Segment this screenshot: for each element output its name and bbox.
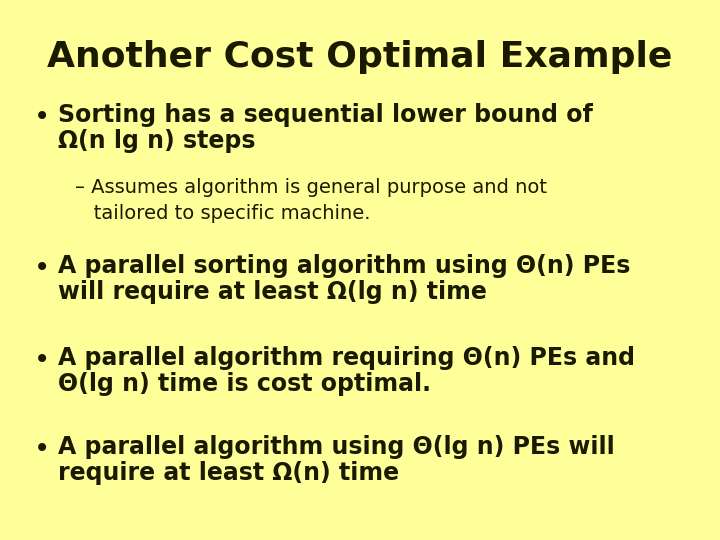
- Text: •: •: [34, 254, 50, 282]
- Text: •: •: [34, 346, 50, 374]
- Text: Ω(n lg n) steps: Ω(n lg n) steps: [58, 129, 256, 153]
- Text: tailored to specific machine.: tailored to specific machine.: [75, 204, 371, 223]
- Text: •: •: [34, 103, 50, 131]
- Text: will require at least Ω(lg n) time: will require at least Ω(lg n) time: [58, 280, 487, 304]
- Text: A parallel sorting algorithm using Θ(n) PEs: A parallel sorting algorithm using Θ(n) …: [58, 254, 631, 278]
- Text: •: •: [34, 435, 50, 463]
- Text: – Assumes algorithm is general purpose and not: – Assumes algorithm is general purpose a…: [75, 178, 547, 197]
- Text: A parallel algorithm requiring Θ(n) PEs and: A parallel algorithm requiring Θ(n) PEs …: [58, 346, 635, 369]
- Text: Θ(lg n) time is cost optimal.: Θ(lg n) time is cost optimal.: [58, 372, 431, 396]
- Text: require at least Ω(n) time: require at least Ω(n) time: [58, 461, 399, 485]
- Text: Another Cost Optimal Example: Another Cost Optimal Example: [48, 40, 672, 74]
- Text: Sorting has a sequential lower bound of: Sorting has a sequential lower bound of: [58, 103, 593, 126]
- Text: A parallel algorithm using Θ(lg n) PEs will: A parallel algorithm using Θ(lg n) PEs w…: [58, 435, 615, 458]
